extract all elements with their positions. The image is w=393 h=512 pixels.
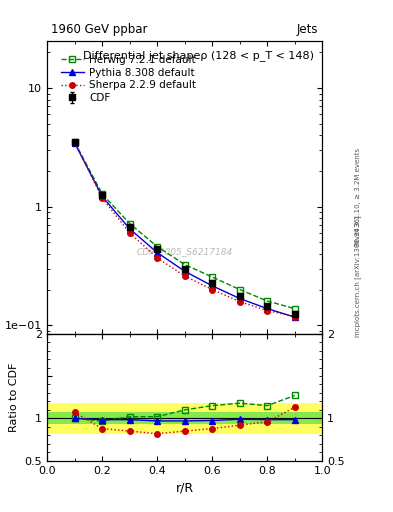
Sherpa 2.2.9 default [265, 307, 270, 313]
Pythia 8.308 default [155, 249, 160, 255]
Herwig 7.2.1 default [155, 244, 160, 250]
Herwig 7.2.1 default [72, 139, 77, 145]
Sherpa 2.2.9 default [155, 255, 160, 261]
Herwig 7.2.1 default [210, 274, 215, 280]
X-axis label: r/R: r/R [176, 481, 194, 494]
Herwig 7.2.1 default [100, 191, 105, 197]
Sherpa 2.2.9 default [72, 139, 77, 145]
Sherpa 2.2.9 default [100, 195, 105, 201]
Pythia 8.308 default [72, 140, 77, 146]
Pythia 8.308 default [100, 194, 105, 200]
Pythia 8.308 default [210, 283, 215, 289]
Pythia 8.308 default [265, 306, 270, 312]
Sherpa 2.2.9 default [182, 273, 187, 279]
Sherpa 2.2.9 default [237, 298, 242, 305]
Text: CDF_2005_S6217184: CDF_2005_S6217184 [137, 247, 233, 256]
Herwig 7.2.1 default [265, 298, 270, 304]
Text: 1960 GeV ppbar: 1960 GeV ppbar [51, 23, 148, 36]
Pythia 8.308 default [237, 295, 242, 302]
Text: Differential jet shapeρ (128 < p_T < 148): Differential jet shapeρ (128 < p_T < 148… [83, 50, 314, 60]
Sherpa 2.2.9 default [292, 314, 297, 320]
Pythia 8.308 default [292, 314, 297, 320]
Line: Sherpa 2.2.9 default: Sherpa 2.2.9 default [72, 139, 298, 319]
Legend: Herwig 7.2.1 default, Pythia 8.308 default, Sherpa 2.2.9 default, CDF: Herwig 7.2.1 default, Pythia 8.308 defau… [58, 52, 199, 106]
Line: Herwig 7.2.1 default: Herwig 7.2.1 default [72, 139, 298, 312]
Line: Pythia 8.308 default: Pythia 8.308 default [72, 140, 298, 320]
Herwig 7.2.1 default [237, 286, 242, 292]
Sherpa 2.2.9 default [210, 286, 215, 292]
Herwig 7.2.1 default [127, 221, 132, 227]
Text: Rivet 3.1.10, ≥ 3.2M events: Rivet 3.1.10, ≥ 3.2M events [354, 148, 361, 246]
Pythia 8.308 default [182, 268, 187, 274]
Text: Jets: Jets [297, 23, 318, 36]
Pythia 8.308 default [127, 226, 132, 232]
Y-axis label: Ratio to CDF: Ratio to CDF [9, 362, 19, 432]
Sherpa 2.2.9 default [127, 230, 132, 236]
Text: mcplots.cern.ch [arXiv:1306.3436]: mcplots.cern.ch [arXiv:1306.3436] [354, 216, 361, 337]
Herwig 7.2.1 default [182, 262, 187, 268]
Herwig 7.2.1 default [292, 306, 297, 312]
